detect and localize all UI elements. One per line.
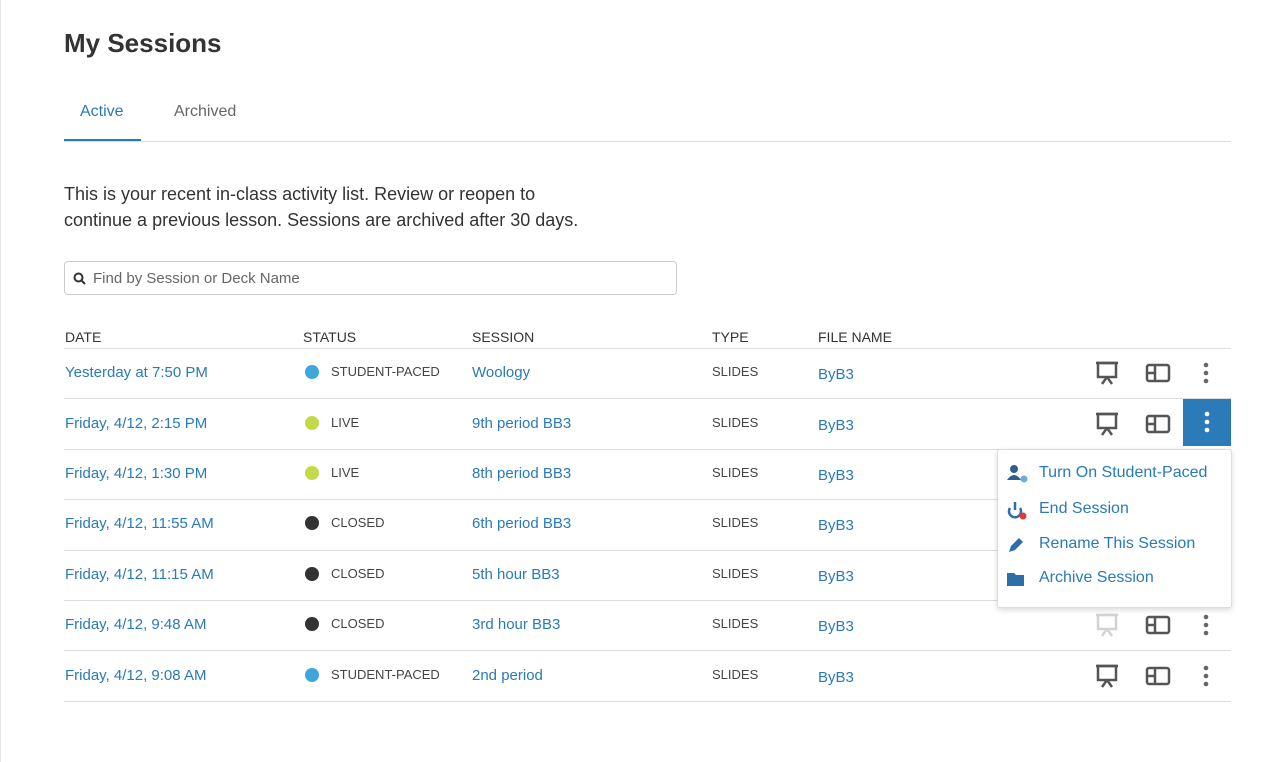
tab-underline: [64, 139, 141, 142]
file-link[interactable]: ByB3: [818, 567, 854, 585]
status-dot: [305, 466, 319, 480]
search-placeholder: Find by Session or Deck Name: [93, 270, 300, 287]
more-button[interactable]: [1183, 399, 1231, 447]
type: SLIDES: [712, 515, 759, 531]
layout-button[interactable]: [1145, 666, 1171, 691]
row-divider: [64, 499, 1231, 501]
column-header: TYPE: [712, 329, 749, 345]
column-header: SESSION: [472, 329, 535, 345]
date-link[interactable]: Friday, 4/12, 11:55 AM: [65, 515, 214, 533]
column-header: FILE NAME: [818, 329, 892, 345]
search-icon: [73, 272, 86, 285]
type: SLIDES: [712, 666, 759, 682]
present-button[interactable]: [1095, 612, 1119, 643]
layout-button[interactable]: [1145, 615, 1171, 640]
session-link[interactable]: Woology: [472, 364, 531, 382]
status: LIVE: [331, 465, 360, 480]
status-dot: [305, 566, 319, 581]
status-dot: [305, 516, 319, 531]
type: SLIDES: [712, 565, 759, 581]
type: SLIDES: [712, 616, 759, 632]
menu-icon: [1006, 500, 1030, 525]
status: LIVE: [331, 414, 360, 430]
file-link[interactable]: ByB3: [818, 416, 854, 434]
column-header: DATE: [65, 329, 102, 345]
menu-icon: [1006, 569, 1030, 594]
divider: [64, 141, 1231, 142]
menu-item[interactable]: Turn On Student-Paced: [1039, 464, 1208, 481]
menu-item[interactable]: End Session: [1039, 500, 1129, 517]
status: STUDENT-PACED: [331, 666, 440, 682]
date-link[interactable]: Friday, 4/12, 9:08 AM: [65, 666, 207, 684]
date-link[interactable]: Friday, 4/12, 9:48 AM: [65, 616, 207, 634]
file-link[interactable]: ByB3: [818, 467, 854, 484]
status-dot: [305, 365, 319, 380]
layout-button[interactable]: [1145, 363, 1171, 388]
date-link[interactable]: Friday, 4/12, 11:15 AM: [65, 565, 214, 583]
row-divider: [64, 549, 1231, 551]
present-button[interactable]: [1095, 411, 1119, 442]
present-button[interactable]: [1095, 663, 1119, 694]
status-dot: [305, 415, 319, 430]
session-link[interactable]: 6th period BB3: [472, 515, 572, 533]
session-link[interactable]: 2nd period: [472, 666, 543, 684]
present-button[interactable]: [1095, 360, 1119, 391]
page-title: My Sessions: [64, 28, 222, 58]
status: STUDENT-PACED: [331, 364, 440, 380]
status: CLOSED: [331, 515, 385, 531]
status: CLOSED: [331, 616, 385, 632]
session-link[interactable]: 8th period BB3: [472, 465, 572, 482]
tab[interactable]: Archived: [174, 103, 237, 120]
menu-item[interactable]: Archive Session: [1039, 569, 1154, 586]
more-button[interactable]: [1203, 362, 1209, 389]
dropdown-menu: Turn On Student-Paced End Session Rename T…: [997, 449, 1232, 608]
session-link[interactable]: 5th hour BB3: [472, 565, 560, 583]
type: SLIDES: [712, 414, 759, 430]
column-header: STATUS: [303, 329, 357, 345]
date-link[interactable]: Friday, 4/12, 2:15 PM: [65, 414, 208, 432]
menu-icon: [1006, 464, 1030, 489]
date-link[interactable]: Yesterday at 7:50 PM: [65, 364, 208, 382]
menu-icon: [1006, 535, 1030, 560]
description: This is your recent in-class activity li…: [64, 184, 536, 204]
row-divider: [64, 600, 1231, 601]
row-divider: [64, 700, 1231, 702]
file-link[interactable]: ByB3: [818, 517, 854, 535]
tab[interactable]: Active: [80, 103, 124, 120]
layout-button[interactable]: [1145, 414, 1171, 439]
menu-item[interactable]: Rename This Session: [1039, 535, 1196, 552]
type: SLIDES: [712, 364, 759, 380]
search-box[interactable]: Find by Session or Deck Name: [64, 261, 677, 295]
status-dot: [305, 617, 319, 632]
status-dot: [305, 667, 319, 682]
row-divider: [64, 348, 1231, 349]
row-divider: [64, 650, 1231, 652]
row-divider: [64, 448, 1231, 450]
session-link[interactable]: 3rd hour BB3: [472, 616, 561, 634]
file-link[interactable]: ByB3: [818, 618, 854, 636]
file-link[interactable]: ByB3: [818, 668, 854, 686]
status: CLOSED: [331, 565, 385, 581]
type: SLIDES: [712, 465, 759, 480]
description: continue a previous lesson. Sessions are…: [64, 210, 579, 230]
more-button[interactable]: [1203, 614, 1209, 641]
date-link[interactable]: Friday, 4/12, 1:30 PM: [65, 465, 208, 482]
session-link[interactable]: 9th period BB3: [472, 414, 572, 432]
row-divider: [64, 398, 1231, 400]
more-button[interactable]: [1203, 665, 1209, 692]
file-link[interactable]: ByB3: [818, 366, 854, 384]
